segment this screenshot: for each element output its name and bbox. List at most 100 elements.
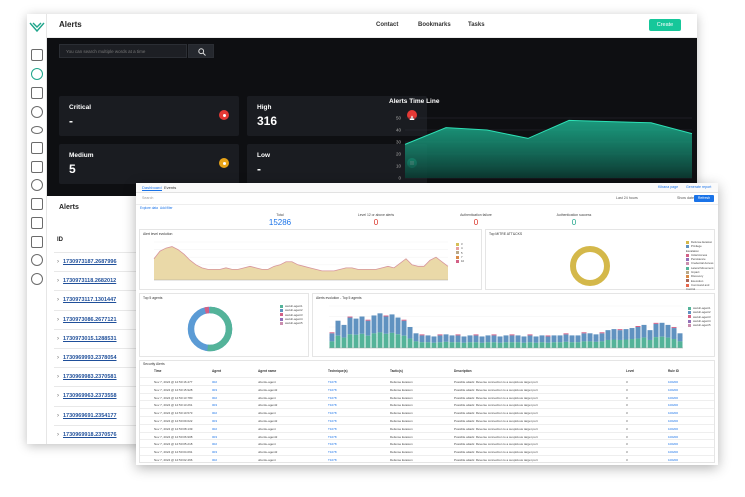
chevron-right-icon[interactable]: › <box>57 297 59 304</box>
chart-icon[interactable] <box>31 87 43 99</box>
critical-card[interactable]: Critical - <box>59 96 239 136</box>
legend-entry[interactable]: Privilege Escalation <box>686 244 714 253</box>
chevron-right-icon[interactable]: › <box>57 278 59 285</box>
table-cell[interactable]: 002 <box>212 458 218 462</box>
alert-row[interactable]: › 1730969918.2370576 <box>54 424 164 444</box>
table-cell[interactable]: T1078 <box>328 387 337 392</box>
legend-entry[interactable]: 5 <box>456 251 464 255</box>
legend-entry[interactable]: Credential Access <box>686 261 714 265</box>
table-cell[interactable]: 100200 <box>668 419 679 423</box>
nav-contact[interactable]: Contact <box>376 22 399 28</box>
legend-entry[interactable]: wazuh-agent5 <box>280 321 303 325</box>
table-row[interactable]: Nov 7, 2024 @ 12:50:15.928 003 ubuntu-agen… <box>140 384 714 393</box>
table-cell[interactable]: T1078 <box>328 458 337 462</box>
legend-entry[interactable]: Persistence <box>686 257 714 261</box>
grid-icon[interactable] <box>31 217 43 229</box>
table-cell[interactable]: 002 <box>212 411 218 416</box>
table-row[interactable]: Nov 7, 2024 @ 12:50:16.477 002 ubuntu-agen… <box>140 377 714 385</box>
alert-id-link[interactable]: 1730973086.2677121 <box>63 316 117 323</box>
table-cell[interactable]: T1078 <box>328 434 337 439</box>
alert-row[interactable]: › 1730973015.1288531 <box>54 328 164 348</box>
table-cell[interactable]: T1078 <box>328 395 337 400</box>
legend-entry[interactable]: Command and Control <box>686 283 714 292</box>
legend-entry[interactable]: Initial Access <box>686 253 714 257</box>
alert-row[interactable]: › 1730973086.2677121 <box>54 309 164 329</box>
legend-entry[interactable]: wazuh-agent2 <box>280 308 303 312</box>
table-cell[interactable]: T1078 <box>328 450 337 455</box>
legend-entry[interactable]: wazuh-agent2 <box>688 310 711 314</box>
table-cell[interactable]: 003 <box>212 434 218 439</box>
legend-entry[interactable]: 3 <box>456 242 464 246</box>
nav-tasks[interactable]: Tasks <box>468 22 485 28</box>
alert-id-link[interactable]: 1730969918.2370576 <box>63 431 117 438</box>
alert-id-link[interactable]: 1730973187.2687996 <box>63 259 117 265</box>
explore-link[interactable]: Explore data <box>140 206 158 210</box>
legend-entry[interactable]: Defense Evasion <box>686 240 714 244</box>
create-button[interactable]: Create <box>649 19 681 31</box>
medium-card[interactable]: Medium 5 <box>59 144 239 184</box>
low-card[interactable]: Low - <box>247 144 427 184</box>
table-cell[interactable]: 002 <box>212 395 218 400</box>
table-cell[interactable]: T1078 <box>328 419 337 423</box>
alert-row[interactable]: › 1730969963.2373558 <box>54 386 164 405</box>
table-row[interactable]: Nov 7, 2024 @ 12:50:05.218 002 ubuntu-agen… <box>140 439 714 447</box>
kibana-link[interactable]: Kibana page <box>658 185 679 189</box>
legend-entry[interactable]: wazuh-agent5 <box>688 323 711 327</box>
document-icon[interactable] <box>31 198 43 210</box>
bar-chart-icon[interactable] <box>31 142 43 154</box>
chevron-right-icon[interactable]: › <box>57 412 59 419</box>
table-cell[interactable]: 100200 <box>668 458 679 462</box>
col-technique[interactable]: Technique(s) <box>328 369 348 373</box>
table-cell[interactable]: 002 <box>212 380 218 384</box>
tab-dashboard[interactable]: Dashboard <box>142 185 162 191</box>
chevron-right-icon[interactable]: › <box>57 259 59 265</box>
date-picker[interactable]: Last 24 hours <box>616 196 638 200</box>
tab-events[interactable]: Events <box>164 185 177 190</box>
col-description[interactable]: Description <box>454 369 472 373</box>
table-row[interactable]: Nov 7, 2024 @ 12:50:06.908 003 ubuntu-agen… <box>140 431 714 440</box>
alert-id-link[interactable]: 1730969983.2370581 <box>63 374 117 381</box>
alert-row[interactable]: › 1730973118.2682012 <box>54 271 164 290</box>
refresh-button[interactable]: Refresh <box>694 195 714 202</box>
legend-entry[interactable]: wazuh-agent1 <box>280 304 303 308</box>
table-row[interactable]: Nov 7, 2024 @ 12:50:08.139 002 ubuntu-agen… <box>140 423 714 432</box>
legend-entry[interactable]: wazuh-agent3 <box>688 315 711 319</box>
table-cell[interactable]: 100200 <box>668 403 679 408</box>
table-cell[interactable]: 100200 <box>668 395 679 400</box>
table-cell[interactable]: 002 <box>212 426 218 431</box>
chevron-right-icon[interactable]: › <box>57 355 59 361</box>
chevron-right-icon[interactable]: › <box>57 335 59 342</box>
table-cell[interactable]: 100200 <box>668 426 679 431</box>
generate-report-link[interactable]: Generate report <box>686 185 712 189</box>
table-cell[interactable]: 003 <box>212 387 218 392</box>
table-cell[interactable]: 100200 <box>668 434 679 439</box>
search-input[interactable]: Search <box>142 196 154 200</box>
search-button[interactable] <box>188 44 214 58</box>
target-icon[interactable] <box>31 179 43 191</box>
table-cell[interactable]: 100200 <box>668 450 679 455</box>
gear-icon[interactable] <box>31 273 43 285</box>
table-cell[interactable]: 100200 <box>668 387 679 392</box>
legend-entry[interactable]: wazuh-agent4 <box>280 317 303 321</box>
table-row[interactable]: Nov 7, 2024 @ 12:50:04.091 003 ubuntu-agen… <box>140 447 714 455</box>
legend-entry[interactable]: wazuh-agent4 <box>688 319 711 323</box>
monitor-icon[interactable] <box>31 161 43 173</box>
layout-icon[interactable] <box>31 49 43 61</box>
shield-icon[interactable] <box>31 106 43 118</box>
alert-id-link[interactable]: 1730973015.1288531 <box>63 335 117 342</box>
table-cell[interactable]: 003 <box>212 419 218 423</box>
legend-entry[interactable]: Execution <box>686 279 714 283</box>
alert-id-link[interactable]: 1730969691.2354177 <box>63 412 117 419</box>
add-filter-link[interactable]: Add filter <box>160 206 173 210</box>
legend-entry[interactable]: 4 <box>456 246 464 250</box>
table-cell[interactable]: T1078 <box>328 442 337 447</box>
table-cell[interactable]: 100200 <box>668 442 679 447</box>
chevron-right-icon[interactable]: › <box>57 431 59 438</box>
legend-entry[interactable]: wazuh-agent1 <box>688 306 711 310</box>
alert-row[interactable]: › 1730969993.2378054 <box>54 348 164 367</box>
report-icon[interactable] <box>31 236 43 248</box>
high-card[interactable]: High 316 <box>247 96 427 136</box>
table-cell[interactable]: 003 <box>212 403 218 408</box>
table-cell[interactable]: T1078 <box>328 426 337 431</box>
legend-entry[interactable]: Discovery <box>686 274 714 278</box>
